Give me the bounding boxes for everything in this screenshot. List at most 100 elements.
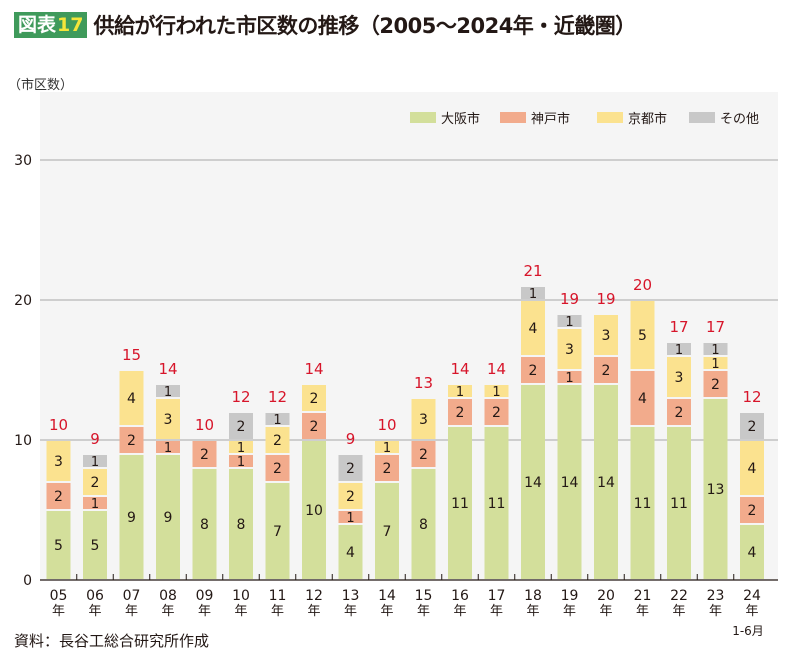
x-tick-suffix: 年: [453, 604, 466, 619]
segment-value-label: 4: [346, 545, 355, 561]
bar-segment-京都市: [83, 469, 107, 495]
segment-value-label: 2: [310, 391, 319, 407]
bar-segment-京都市: [411, 399, 436, 439]
legend-swatch-京都市: [597, 112, 623, 123]
segment-value-label: 9: [127, 510, 136, 526]
bar-segment-神戸市: [740, 497, 764, 523]
segment-value-label: 5: [91, 538, 100, 554]
bar-segment-大阪市: [338, 525, 363, 579]
segment-value-label: 5: [54, 538, 63, 554]
total-value-label: 9: [346, 430, 356, 448]
segment-value-label: 4: [127, 391, 136, 407]
bar-segment-神戸市: [338, 511, 363, 523]
bar-segment-その他: [521, 287, 545, 299]
segment-value-label: 13: [707, 482, 725, 498]
segment-value-label: 14: [561, 475, 579, 491]
bar-segment-京都市: [265, 427, 290, 453]
total-value-label: 12: [268, 388, 287, 406]
bar-segment-神戸市: [156, 441, 180, 453]
segment-value-label: 2: [273, 461, 282, 477]
total-value-label: 12: [231, 388, 250, 406]
x-tick-note: 1-6月: [732, 624, 764, 638]
total-value-label: 19: [596, 290, 615, 308]
bar-segment-京都市: [557, 329, 582, 369]
segment-value-label: 9: [164, 510, 173, 526]
segment-value-label: 3: [164, 412, 173, 428]
x-tick-suffix: 年: [88, 604, 101, 619]
x-tick-label: 07: [123, 588, 141, 604]
bar-segment-その他: [740, 413, 764, 439]
segment-value-label: 2: [419, 447, 428, 463]
bar-segment-神戸市: [594, 357, 618, 383]
bar-segment-京都市: [229, 441, 253, 453]
bar-segment-京都市: [667, 357, 691, 397]
x-tick-label: 23: [707, 588, 725, 604]
x-tick-suffix: 年: [161, 604, 174, 619]
segment-value-label: 3: [419, 412, 428, 428]
x-tick-suffix: 年: [745, 604, 758, 619]
bar-segment-大阪市: [448, 427, 472, 579]
bar-segment-大阪市: [46, 511, 71, 579]
bar-segment-大阪市: [302, 441, 326, 579]
segment-value-label: 1: [675, 343, 683, 358]
bar-segment-大阪市: [630, 427, 655, 579]
segment-value-label: 8: [200, 517, 209, 533]
y-tick-label: 20: [14, 293, 32, 309]
segment-value-label: 2: [200, 447, 209, 463]
x-tick-suffix: 年: [344, 604, 357, 619]
bar-segment-大阪市: [484, 427, 509, 579]
bar-segment-大阪市: [557, 385, 582, 579]
y-axis-unit-label: （市区数）: [8, 78, 74, 93]
segment-value-label: 2: [346, 461, 355, 477]
segment-value-label: 5: [638, 328, 647, 344]
total-value-label: 13: [414, 374, 433, 392]
segment-value-label: 14: [524, 475, 542, 491]
bar-segment-その他: [265, 413, 290, 425]
x-tick-label: 17: [488, 588, 506, 604]
bar-segment-京都市: [448, 385, 472, 397]
total-value-label: 10: [377, 416, 396, 434]
bar-segment-京都市: [594, 315, 618, 355]
x-tick-suffix: 年: [234, 604, 247, 619]
bar-segment-その他: [229, 413, 253, 439]
bar-segment-京都市: [338, 483, 363, 509]
bar-segment-京都市: [521, 301, 545, 355]
x-tick-label: 05: [50, 588, 68, 604]
segment-value-label: 10: [305, 503, 323, 519]
segment-value-label: 2: [492, 405, 501, 421]
segment-value-label: 3: [565, 342, 574, 358]
bar-segment-大阪市: [521, 385, 545, 579]
segment-value-label: 11: [488, 496, 506, 512]
segment-value-label: 8: [419, 517, 428, 533]
segment-value-label: 2: [237, 419, 246, 435]
total-value-label: 14: [487, 360, 506, 378]
segment-value-label: 4: [748, 545, 757, 561]
segment-value-label: 2: [127, 433, 136, 449]
bar-segment-京都市: [375, 441, 399, 453]
bar-segment-大阪市: [375, 483, 399, 579]
x-tick-suffix: 年: [380, 604, 393, 619]
x-tick-suffix: 年: [672, 604, 685, 619]
x-tick-label: 11: [269, 588, 287, 604]
bar-segment-京都市: [302, 385, 326, 411]
bar-segment-大阪市: [192, 469, 217, 579]
segment-value-label: 2: [54, 489, 63, 505]
segment-value-label: 2: [675, 405, 684, 421]
segment-value-label: 1: [492, 385, 500, 400]
x-tick-label: 24: [743, 588, 761, 604]
total-value-label: 17: [669, 318, 688, 336]
total-value-label: 10: [49, 416, 68, 434]
bar-segment-その他: [667, 343, 691, 355]
bar-segment-京都市: [484, 385, 509, 397]
segment-value-label: 2: [529, 363, 538, 379]
bar-segment-神戸市: [46, 483, 71, 509]
segment-value-label: 2: [346, 489, 355, 505]
total-value-label: 14: [158, 360, 177, 378]
y-tick-label: 30: [14, 153, 32, 169]
bar-segment-その他: [83, 455, 107, 467]
bar-segment-京都市: [46, 441, 71, 481]
total-value-label: 15: [122, 346, 141, 364]
total-value-label: 21: [523, 262, 542, 280]
segment-value-label: 1: [91, 455, 99, 470]
x-tick-label: 12: [305, 588, 323, 604]
